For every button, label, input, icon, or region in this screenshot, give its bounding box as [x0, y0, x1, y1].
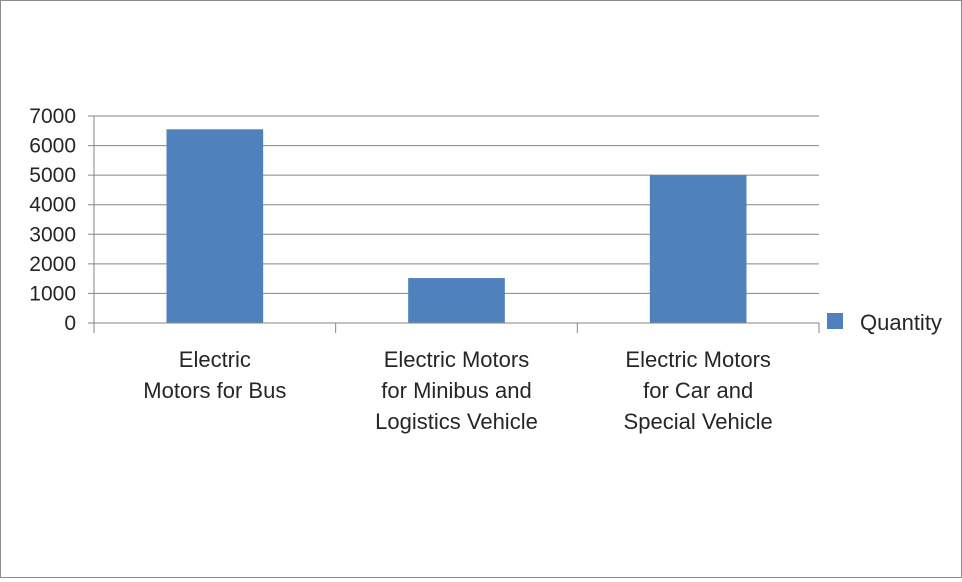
- y-tick-label: 4000: [29, 194, 76, 217]
- y-tick-label: 0: [64, 312, 76, 335]
- y-tick-labels: 0 1000 2000 3000 4000 5000 6000 7000: [29, 105, 76, 335]
- bar: [649, 175, 747, 323]
- y-tick-label: 6000: [29, 135, 76, 158]
- bar: [408, 278, 505, 323]
- bar: [166, 129, 264, 323]
- bars: [166, 129, 747, 323]
- axes: [93, 116, 820, 333]
- x-tick-label: Electric Motors for Car and Special Vehicl…: [624, 347, 773, 434]
- y-tick-label: 3000: [29, 223, 76, 246]
- y-tick-label: 1000: [29, 282, 76, 305]
- x-tick-labels: Electric Motors for Bus Electric Motors for…: [143, 347, 772, 434]
- legend-label: Quantity: [860, 310, 942, 335]
- legend-swatch: [827, 313, 843, 329]
- y-tick-label: 5000: [29, 164, 76, 187]
- x-tick-label: Electric Motors for Minibus and Logistics …: [375, 347, 538, 434]
- y-tick-label: 7000: [29, 105, 76, 128]
- y-tick-label: 2000: [29, 253, 76, 276]
- x-tick-label: Electric Motors for Bus: [143, 347, 286, 403]
- legend: Quantity: [827, 310, 942, 335]
